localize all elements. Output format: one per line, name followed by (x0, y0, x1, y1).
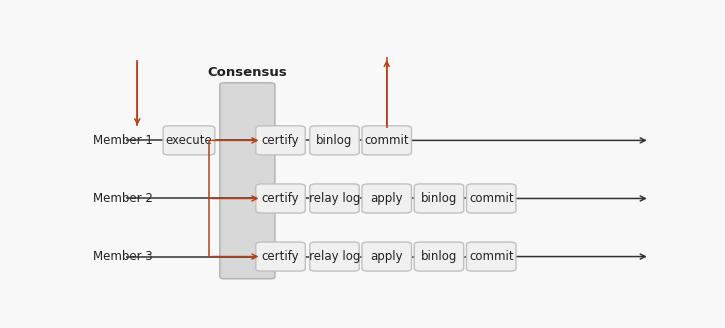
Text: binlog: binlog (420, 250, 457, 263)
FancyBboxPatch shape (414, 184, 464, 213)
Text: binlog: binlog (420, 192, 457, 205)
FancyBboxPatch shape (256, 184, 305, 213)
Text: Member 1: Member 1 (94, 134, 153, 147)
Text: relay log: relay log (309, 250, 360, 263)
Text: Member 2: Member 2 (94, 192, 153, 205)
Text: certify: certify (262, 192, 299, 205)
FancyBboxPatch shape (256, 126, 305, 155)
Text: commit: commit (365, 134, 409, 147)
Text: certify: certify (262, 134, 299, 147)
FancyBboxPatch shape (414, 242, 464, 271)
Text: commit: commit (469, 192, 513, 205)
FancyBboxPatch shape (310, 184, 359, 213)
Text: Consensus: Consensus (207, 66, 287, 78)
FancyBboxPatch shape (220, 83, 275, 279)
FancyBboxPatch shape (163, 126, 215, 155)
FancyBboxPatch shape (362, 242, 412, 271)
Text: apply: apply (370, 250, 403, 263)
Text: relay log: relay log (309, 192, 360, 205)
FancyBboxPatch shape (310, 126, 359, 155)
FancyBboxPatch shape (310, 242, 359, 271)
Text: commit: commit (469, 250, 513, 263)
FancyBboxPatch shape (256, 242, 305, 271)
Text: certify: certify (262, 250, 299, 263)
Text: Member 3: Member 3 (94, 250, 153, 263)
Text: execute: execute (165, 134, 212, 147)
FancyBboxPatch shape (466, 242, 516, 271)
FancyBboxPatch shape (466, 184, 516, 213)
FancyBboxPatch shape (362, 184, 412, 213)
FancyBboxPatch shape (362, 126, 412, 155)
Text: apply: apply (370, 192, 403, 205)
Text: binlog: binlog (316, 134, 352, 147)
